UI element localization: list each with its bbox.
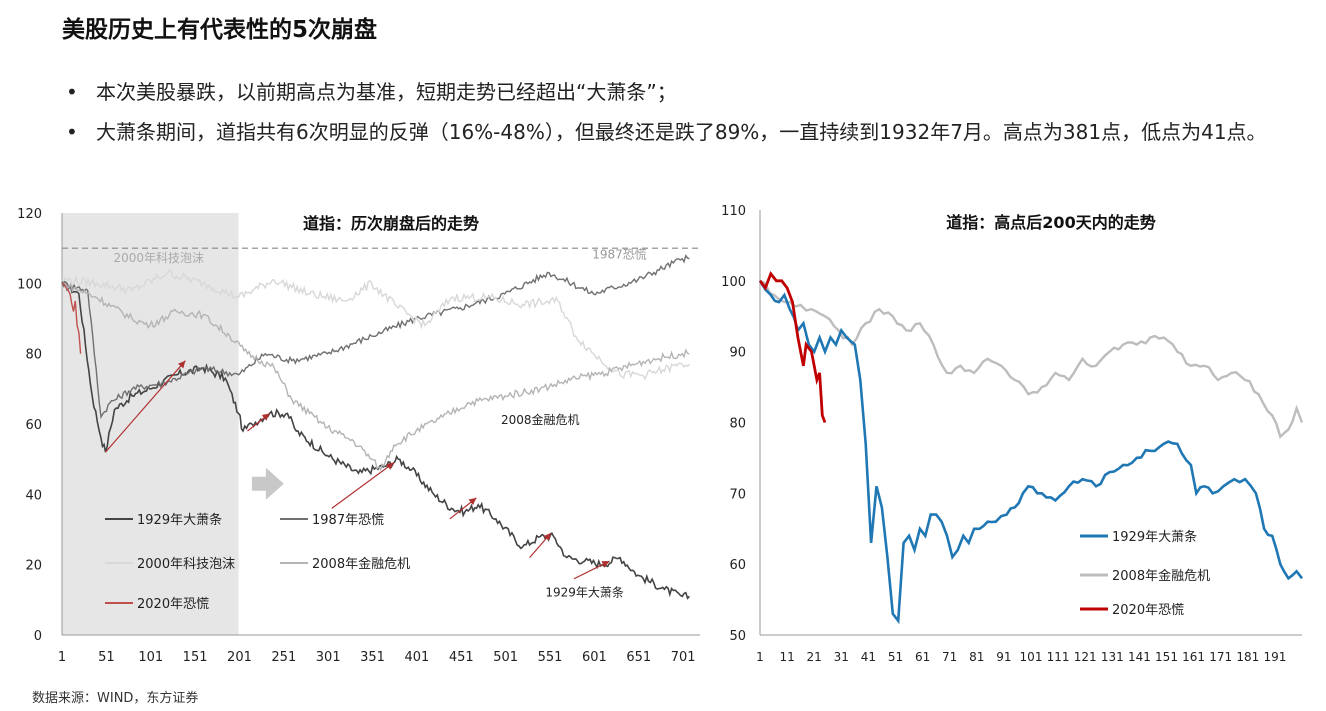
x-tick-label: 201 bbox=[227, 650, 252, 665]
annotation-1987: 1987恐慌 bbox=[592, 248, 647, 262]
legend-label: 1929年大萧条 bbox=[1112, 529, 1197, 545]
series-line bbox=[61, 254, 690, 420]
legend-label: 2020年恐慌 bbox=[137, 597, 209, 612]
x-tick-label: 451 bbox=[449, 650, 474, 665]
series-line bbox=[758, 280, 1304, 625]
x-tick-label: 51 bbox=[888, 650, 903, 664]
bullet-list: 本次美股暴跌，以前期高点为基准，短期走势已经超出“大萧条”； 大萧条期间，道指共… bbox=[62, 72, 1312, 152]
x-tick-label: 101 bbox=[1020, 650, 1043, 664]
y-tick-label: 90 bbox=[729, 346, 746, 361]
series-line bbox=[61, 282, 690, 472]
x-tick-label: 71 bbox=[942, 650, 957, 664]
x-tick-label: 131 bbox=[1101, 650, 1124, 664]
series-line bbox=[61, 282, 82, 354]
y-tick-label: 100 bbox=[17, 277, 42, 292]
y-tick-label: 0 bbox=[34, 629, 42, 644]
rebound-arrow bbox=[331, 462, 395, 509]
data-source-note: 数据来源：WIND，东方证券 bbox=[32, 691, 199, 706]
x-tick-label: 651 bbox=[626, 650, 651, 665]
y-tick-label: 120 bbox=[17, 207, 42, 222]
annotation-1929: 1929年大萧条 bbox=[545, 585, 624, 599]
y-tick-label: 70 bbox=[729, 487, 746, 502]
annotation-2008: 2008金融危机 bbox=[501, 412, 580, 427]
y-tick-label: 80 bbox=[25, 348, 42, 363]
x-tick-label: 121 bbox=[1074, 650, 1097, 664]
x-tick-label: 401 bbox=[405, 650, 430, 665]
x-tick-label: 191 bbox=[1263, 650, 1286, 664]
rebound-arrow bbox=[105, 360, 186, 453]
x-tick-label: 171 bbox=[1209, 650, 1232, 664]
page-title: 美股历史上有代表性的5次崩盘 bbox=[62, 17, 378, 43]
x-tick-label: 501 bbox=[493, 650, 518, 665]
series-line bbox=[759, 279, 1304, 439]
rebound-arrow bbox=[449, 497, 477, 520]
direction-arrow bbox=[251, 467, 284, 500]
y-tick-label: 40 bbox=[25, 488, 42, 503]
x-tick-label: 11 bbox=[779, 650, 794, 664]
x-tick-label: 61 bbox=[915, 650, 930, 664]
x-tick-label: 1 bbox=[58, 650, 66, 665]
x-tick-label: 41 bbox=[861, 650, 876, 664]
bullet-item-2: 大萧条期间，道指共有6次明显的反弹（16%-48%），但最终还是跌了89%，一直… bbox=[62, 112, 1312, 152]
legend-label: 1929年大萧条 bbox=[137, 512, 222, 528]
bullet-item-1: 本次美股暴跌，以前期高点为基准，短期走势已经超出“大萧条”； bbox=[62, 72, 1312, 112]
x-tick-label: 151 bbox=[183, 650, 208, 665]
series-line bbox=[758, 270, 827, 423]
x-tick-label: 81 bbox=[969, 650, 984, 664]
x-tick-label: 141 bbox=[1128, 650, 1151, 664]
x-tick-label: 601 bbox=[582, 650, 607, 665]
legend-label: 2008年金融危机 bbox=[312, 556, 410, 572]
rebound-arrow bbox=[573, 560, 610, 580]
x-tick-label: 111 bbox=[1047, 650, 1070, 664]
x-tick-label: 1 bbox=[756, 650, 764, 664]
annotation-2000: 2000年科技泡沫 bbox=[113, 251, 204, 265]
chart-title: 道指：历次崩盘后的走势 bbox=[303, 214, 479, 233]
y-tick-label: 110 bbox=[721, 204, 746, 219]
x-tick-label: 181 bbox=[1236, 650, 1259, 664]
x-tick-label: 301 bbox=[316, 650, 341, 665]
x-tick-label: 701 bbox=[671, 650, 696, 665]
y-tick-label: 80 bbox=[729, 417, 746, 432]
x-tick-label: 51 bbox=[98, 650, 115, 665]
x-tick-label: 151 bbox=[1155, 650, 1178, 664]
rebound-arrow bbox=[529, 532, 552, 559]
y-tick-label: 100 bbox=[721, 275, 746, 290]
x-tick-label: 21 bbox=[807, 650, 822, 664]
y-tick-label: 60 bbox=[25, 418, 42, 433]
y-tick-label: 20 bbox=[25, 559, 42, 574]
x-tick-label: 251 bbox=[271, 650, 296, 665]
y-tick-label: 60 bbox=[729, 558, 746, 573]
x-tick-label: 351 bbox=[360, 650, 385, 665]
series-line bbox=[61, 280, 690, 600]
chart-title: 道指：高点后200天内的走势 bbox=[946, 213, 1155, 232]
y-tick-label: 50 bbox=[729, 629, 746, 644]
legend-label: 2020年恐慌 bbox=[1112, 603, 1184, 618]
legend-label: 1987年恐慌 bbox=[312, 513, 384, 528]
x-tick-label: 101 bbox=[138, 650, 163, 665]
legend-label: 2008年金融危机 bbox=[1112, 568, 1210, 584]
x-tick-label: 91 bbox=[996, 650, 1011, 664]
rebound-arrow bbox=[247, 412, 271, 432]
x-tick-label: 31 bbox=[834, 650, 849, 664]
legend-label: 2000年科技泡沫 bbox=[137, 557, 235, 572]
x-tick-label: 551 bbox=[538, 650, 563, 665]
series-line bbox=[61, 269, 690, 381]
x-tick-label: 161 bbox=[1182, 650, 1205, 664]
